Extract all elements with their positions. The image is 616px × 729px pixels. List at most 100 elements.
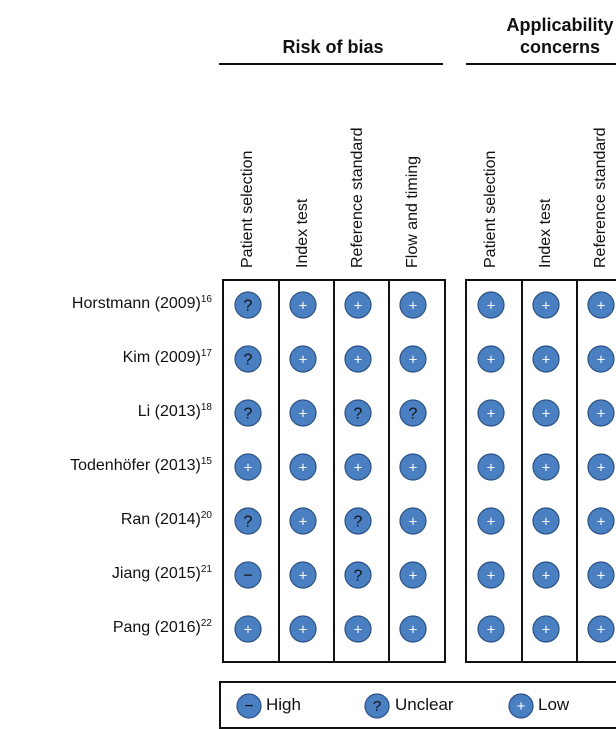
unclear-glyph: ? <box>354 514 363 531</box>
study-reference: 20 <box>200 510 212 521</box>
low-risk-icon: + <box>234 453 262 481</box>
low-risk-icon: + <box>532 399 560 427</box>
study-name: Horstmann (2009) <box>71 295 201 312</box>
study-label: Li (2013)18 <box>0 402 212 422</box>
low-risk-icon: + <box>289 507 317 535</box>
low-risk-icon: + <box>289 453 317 481</box>
study-reference: 18 <box>200 402 212 413</box>
high-risk-icon: − <box>234 561 262 589</box>
unclear-glyph: ? <box>373 698 381 715</box>
study-label: Horstmann (2009)16 <box>0 294 212 314</box>
low-glyph: + <box>299 352 308 369</box>
low-glyph: + <box>487 460 496 477</box>
grid-divider <box>521 281 523 661</box>
low-glyph: + <box>299 514 308 531</box>
low-glyph: + <box>299 622 308 639</box>
low-glyph: + <box>487 568 496 585</box>
applicability-title-line2: concerns <box>519 37 601 57</box>
unclear-glyph: ? <box>244 352 253 369</box>
low-glyph: + <box>244 460 253 477</box>
unclear-risk-icon: ? <box>234 399 262 427</box>
study-name: Ran (2014) <box>120 511 201 528</box>
low-glyph: + <box>542 352 551 369</box>
grid-divider <box>333 281 335 661</box>
low-risk-icon: + <box>399 561 427 589</box>
study-label: Pang (2016)22 <box>0 618 212 638</box>
unclear-risk-icon: ? <box>344 399 372 427</box>
low-risk-icon: + <box>289 291 317 319</box>
low-glyph: + <box>517 698 526 715</box>
unclear-risk-icon: ? <box>399 399 427 427</box>
low-risk-icon: + <box>289 561 317 589</box>
low-glyph: + <box>409 514 418 531</box>
low-risk-icon: + <box>587 399 615 427</box>
low-glyph: + <box>542 514 551 531</box>
study-label: Jiang (2015)21 <box>0 564 212 584</box>
study-name: Jiang (2015) <box>111 565 201 582</box>
low-glyph: + <box>409 298 418 315</box>
low-glyph: + <box>409 622 418 639</box>
unclear-risk-icon: ? <box>364 693 390 719</box>
legend-low-label: Low <box>538 695 570 714</box>
legend: − High ? Unclear + Low <box>219 681 616 729</box>
study-reference: 21 <box>200 564 212 575</box>
low-risk-icon: + <box>289 345 317 373</box>
unclear-risk-icon: ? <box>234 291 262 319</box>
low-glyph: + <box>597 622 606 639</box>
low-glyph: + <box>299 298 308 315</box>
unclear-glyph: ? <box>244 406 253 423</box>
study-label: Todenhöfer (2013)15 <box>0 456 212 476</box>
risk-of-bias-title: Risk of bias <box>282 37 384 57</box>
applicability-title: Applicability concerns <box>470 14 616 58</box>
low-risk-icon: + <box>477 345 505 373</box>
low-risk-icon: + <box>587 561 615 589</box>
low-glyph: + <box>354 460 363 477</box>
column-label-risk_of_bias: Patient selection <box>239 150 256 268</box>
low-risk-icon: + <box>532 345 560 373</box>
study-name: Todenhöfer (2013) <box>70 457 201 474</box>
low-risk-icon: + <box>289 615 317 643</box>
low-glyph: + <box>299 406 308 423</box>
unclear-glyph: ? <box>244 298 253 315</box>
low-risk-icon: + <box>508 693 534 719</box>
low-risk-icon: + <box>532 291 560 319</box>
study-reference: 17 <box>200 348 212 359</box>
low-glyph: + <box>597 298 606 315</box>
low-risk-icon: + <box>587 507 615 535</box>
low-risk-icon: + <box>344 345 372 373</box>
low-glyph: + <box>299 568 308 585</box>
low-glyph: + <box>487 622 496 639</box>
study-name: Li (2013) <box>137 403 201 420</box>
applicability-grid <box>465 279 616 663</box>
low-risk-icon: + <box>477 453 505 481</box>
low-glyph: + <box>597 406 606 423</box>
low-risk-icon: + <box>587 453 615 481</box>
low-glyph: + <box>542 298 551 315</box>
unclear-glyph: ? <box>354 406 363 423</box>
low-glyph: + <box>354 298 363 315</box>
grid-divider <box>278 281 280 661</box>
unclear-risk-icon: ? <box>234 507 262 535</box>
unclear-risk-icon: ? <box>344 561 372 589</box>
grid-divider <box>388 281 390 661</box>
low-risk-icon: + <box>477 291 505 319</box>
low-glyph: + <box>409 568 418 585</box>
low-risk-icon: + <box>532 453 560 481</box>
column-label-applicability: Index test <box>537 198 554 268</box>
low-risk-icon: + <box>399 453 427 481</box>
low-glyph: + <box>487 298 496 315</box>
low-risk-icon: + <box>477 399 505 427</box>
low-glyph: + <box>597 514 606 531</box>
legend-high-label: High <box>266 695 301 714</box>
high-glyph: − <box>243 568 252 585</box>
low-risk-icon: + <box>344 615 372 643</box>
column-label-applicability: Reference standard <box>592 127 609 268</box>
low-risk-icon: + <box>234 615 262 643</box>
study-label: Ran (2014)20 <box>0 510 212 530</box>
low-glyph: + <box>354 352 363 369</box>
column-label-risk_of_bias: Index test <box>294 198 311 268</box>
low-risk-icon: + <box>399 345 427 373</box>
low-risk-icon: + <box>399 291 427 319</box>
low-risk-icon: + <box>289 399 317 427</box>
low-risk-icon: + <box>477 615 505 643</box>
